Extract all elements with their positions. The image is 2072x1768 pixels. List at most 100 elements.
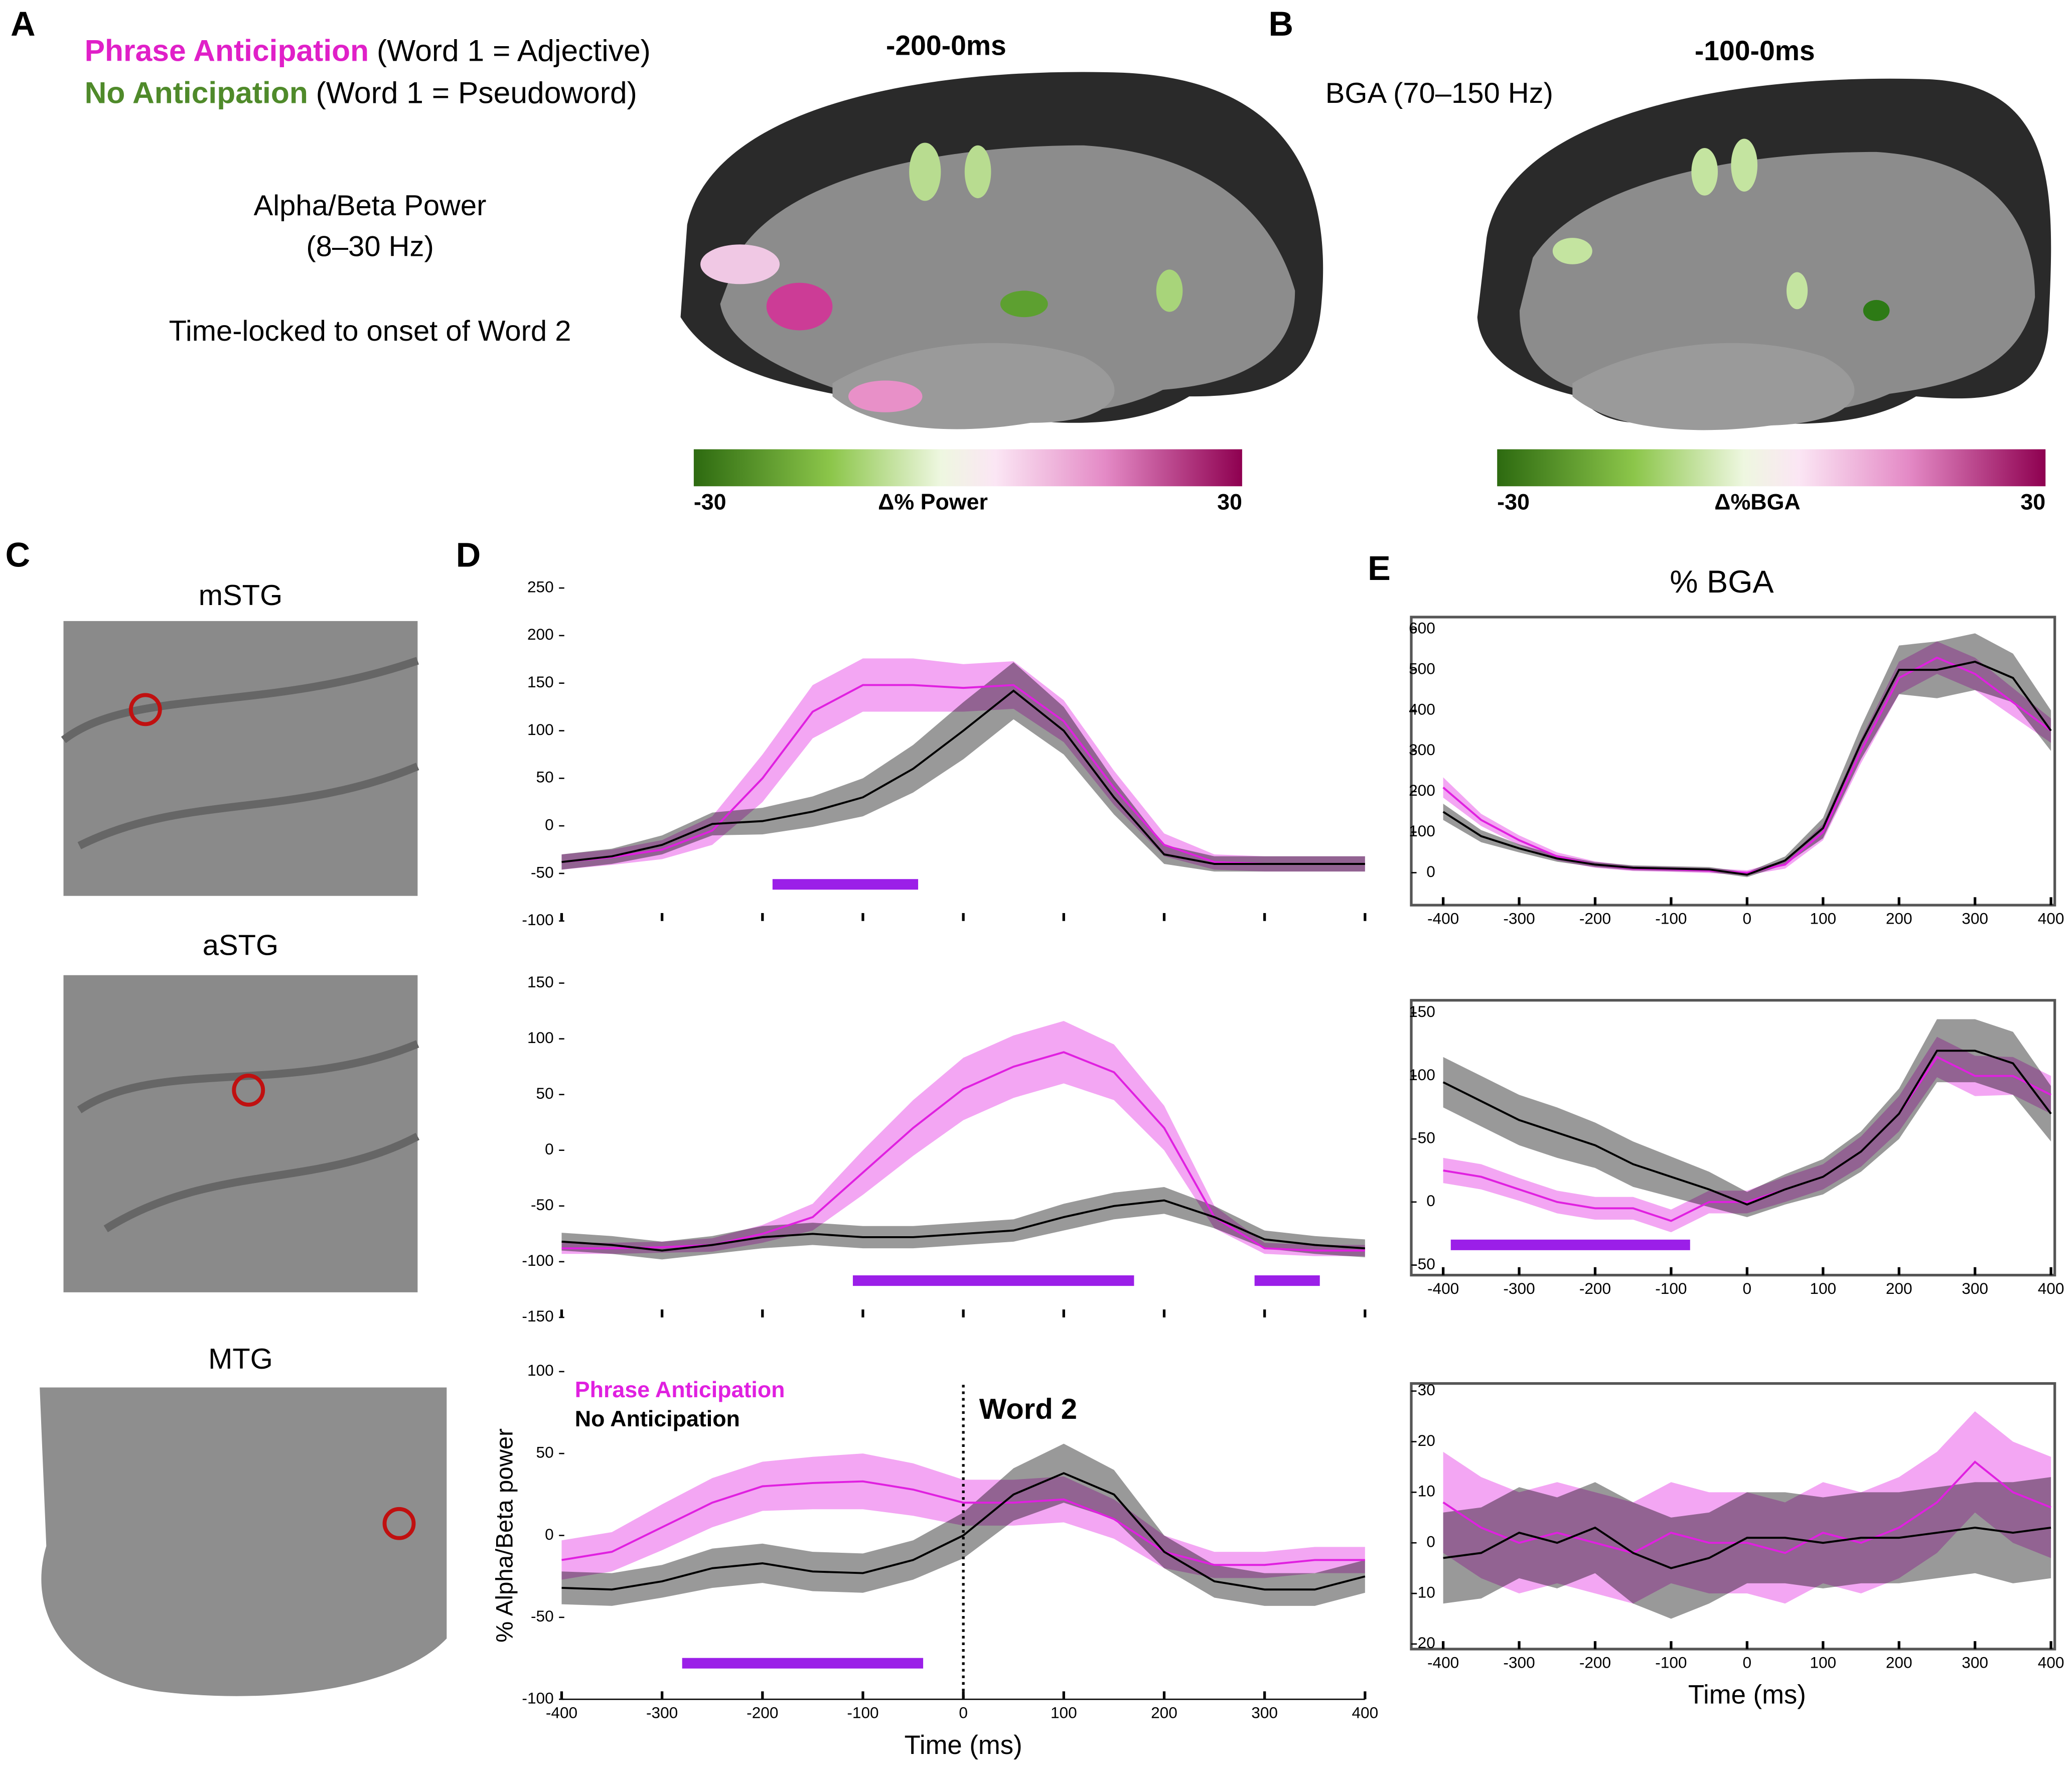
y-tick-label: 0 [1426,1533,1435,1551]
x-tick-label: 100 [1051,1703,1077,1721]
x-tick-label: 400 [2038,1279,2064,1297]
y-tick-label: -10 [1412,1583,1435,1601]
band-label: Alpha/Beta Power [254,190,487,222]
colorbar-label: Δ% Power [878,489,988,514]
legend-text: Phrase Anticipation (Word 1 = Adjective) [85,33,651,67]
y-tick-label: -100 [522,1251,553,1269]
lock-label: Time-locked to onset of Word 2 [169,315,571,347]
x-tick-label: 400 [2038,1653,2064,1671]
x-tick-label: 0 [1743,909,1752,927]
y-tick-label: 50 [536,1443,554,1461]
x-tick-label: 300 [1962,1653,1988,1671]
x-tick-label: -100 [847,1703,878,1721]
y-tick-label: -50 [531,863,554,881]
region-label: aSTG [203,930,278,962]
y-tick-label: 250 [527,577,554,596]
y-tick-label: 150 [527,973,554,991]
colorbar-min: -30 [1497,489,1530,514]
electrode-highlight [232,1073,265,1107]
band-label: (8–30 Hz) [306,230,433,262]
band-label: BGA (70–150 Hz) [1325,77,1553,109]
error-band [1443,633,2051,877]
y-tick-label: 150 [1409,1002,1435,1020]
series-line [1443,1056,2051,1222]
x-tick-label: -100 [1655,1279,1687,1297]
y-tick-label: 50 [1418,1129,1435,1147]
colorbar-min: -30 [694,489,726,514]
series-line [1443,1526,2051,1569]
x-tick-label: 200 [1886,1279,1912,1297]
x-tick-label: 300 [1962,1279,1988,1297]
electrode-view [63,975,418,1292]
y-tick-label: 50 [536,1084,554,1102]
panel-label: D [456,536,481,574]
plot-frame [1410,616,2056,907]
y-tick-label: 500 [1409,659,1435,677]
x-tick-label: -200 [1579,909,1611,927]
y-tick-label: -20 [1412,1634,1435,1652]
x-tick-label: -400 [1427,1653,1459,1671]
event-label: Word 2 [979,1393,1077,1425]
x-tick-label: 300 [1251,1703,1278,1721]
legend-entry: Phrase Anticipation [575,1377,785,1402]
series-line [561,1199,1365,1252]
series-line [561,689,1365,865]
x-tick-label: 400 [2038,909,2064,927]
y-tick-label: 50 [536,768,554,786]
error-band [1443,1411,2051,1604]
y-tick-label: -50 [1412,1255,1435,1273]
x-tick-label: 400 [1352,1703,1378,1721]
series-line [561,1480,1365,1566]
x-tick-label: 300 [1962,909,1988,927]
error-band [1443,1019,2051,1218]
x-tick-label: -200 [1579,1653,1611,1671]
y-tick-label: 0 [545,1140,554,1158]
y-tick-label: 600 [1409,619,1435,637]
y-tick-label: 200 [527,625,554,643]
series-line [561,684,1365,865]
y-tick-label: -100 [522,911,553,929]
error-band [561,1021,1365,1256]
y-tick-label: 0 [545,815,554,833]
x-tick-label: 100 [1810,909,1836,927]
x-tick-label: 0 [1743,1279,1752,1297]
legend-entry: No Anticipation [575,1406,740,1431]
x-tick-label: 0 [1743,1653,1752,1671]
series-line [1442,656,2052,874]
colorbar [693,449,1242,487]
colorbar-max: 30 [1217,489,1242,514]
x-tick-label: 0 [959,1703,968,1721]
series-line [561,1472,1366,1591]
x-tick-label: -300 [1503,909,1535,927]
region-label: mSTG [199,579,282,612]
colorbar [1497,449,2046,487]
y-tick-label: 100 [1409,822,1435,840]
y-tick-label: 0 [1426,1192,1435,1210]
y-tick-label: 300 [1409,741,1435,759]
series-line [561,1051,1365,1252]
panel-label: A [11,5,35,43]
x-tick-label: -300 [1503,1279,1535,1297]
legend-name: No Anticipation [85,76,308,110]
y-tick-label: 200 [1409,781,1435,799]
y-tick-label: 400 [1409,700,1435,718]
y-tick-label: -50 [531,1607,554,1625]
legend-desc: (Word 1 = Pseudoword) [316,76,637,110]
x-tick-label: -100 [1655,909,1687,927]
panel-label: E [1368,549,1391,587]
colorbar-label: Δ%BGA [1714,489,1800,514]
x-tick-label: -400 [546,1703,577,1721]
legend-name: Phrase Anticipation [85,33,369,67]
x-axis-label: Time (ms) [1688,1680,1806,1710]
electrode-highlight [128,693,162,726]
window-label: -200-0ms [886,30,1006,61]
legend-desc: (Word 1 = Adjective) [377,33,651,67]
x-tick-label: 200 [1886,1653,1912,1671]
electrode-view [63,621,418,896]
brain-a [680,72,1323,429]
y-axis-label: % Alpha/Beta power [491,1428,518,1643]
y-tick-label: -50 [531,1196,554,1214]
y-tick-label: 30 [1418,1381,1435,1399]
y-tick-label: 150 [527,673,554,691]
